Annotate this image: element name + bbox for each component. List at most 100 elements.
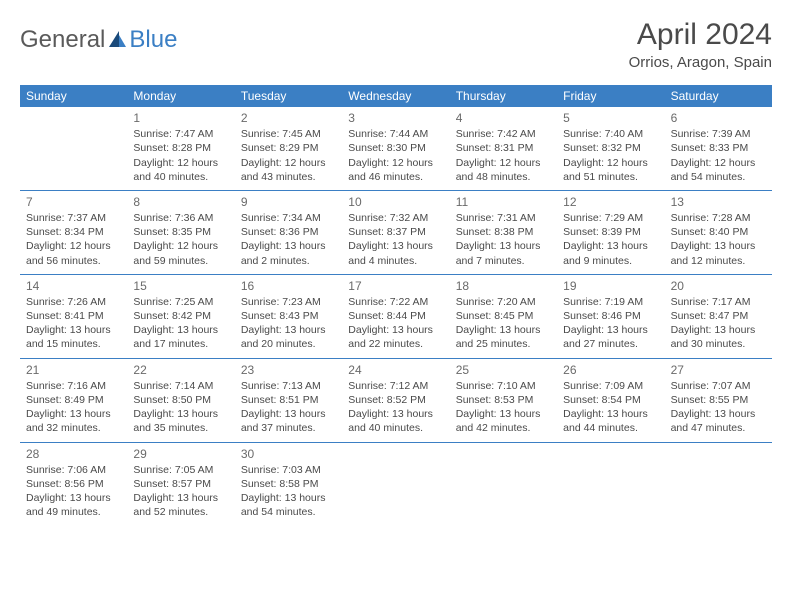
daylight-text: and 17 minutes. (133, 337, 228, 351)
daylight-text: and 27 minutes. (563, 337, 658, 351)
sunrise-text: Sunrise: 7:16 AM (26, 379, 121, 393)
calendar-cell: 26Sunrise: 7:09 AMSunset: 8:54 PMDayligh… (557, 359, 664, 442)
day-header-mon: Monday (127, 85, 234, 107)
daylight-text: Daylight: 13 hours (671, 407, 766, 421)
sunrise-text: Sunrise: 7:23 AM (241, 295, 336, 309)
daylight-text: Daylight: 13 hours (26, 407, 121, 421)
sunrise-text: Sunrise: 7:06 AM (26, 463, 121, 477)
sunset-text: Sunset: 8:52 PM (348, 393, 443, 407)
daylight-text: and 51 minutes. (563, 170, 658, 184)
day-header-fri: Friday (557, 85, 664, 107)
sunrise-text: Sunrise: 7:22 AM (348, 295, 443, 309)
calendar-cell: 4Sunrise: 7:42 AMSunset: 8:31 PMDaylight… (450, 107, 557, 190)
day-number: 12 (563, 194, 658, 210)
day-number: 17 (348, 278, 443, 294)
daylight-text: and 15 minutes. (26, 337, 121, 351)
calendar-cell: 11Sunrise: 7:31 AMSunset: 8:38 PMDayligh… (450, 191, 557, 274)
daylight-text: and 44 minutes. (563, 421, 658, 435)
day-number: 8 (133, 194, 228, 210)
daylight-text: and 2 minutes. (241, 254, 336, 268)
week-row: 1Sunrise: 7:47 AMSunset: 8:28 PMDaylight… (20, 107, 772, 190)
sunrise-text: Sunrise: 7:31 AM (456, 211, 551, 225)
daylight-text: and 56 minutes. (26, 254, 121, 268)
calendar-cell-empty (665, 443, 772, 526)
calendar-cell-empty (450, 443, 557, 526)
daylight-text: Daylight: 12 hours (241, 156, 336, 170)
day-number: 28 (26, 446, 121, 462)
daylight-text: Daylight: 13 hours (563, 239, 658, 253)
sunrise-text: Sunrise: 7:12 AM (348, 379, 443, 393)
day-number: 25 (456, 362, 551, 378)
day-number: 18 (456, 278, 551, 294)
sunrise-text: Sunrise: 7:37 AM (26, 211, 121, 225)
daylight-text: Daylight: 13 hours (241, 491, 336, 505)
calendar-cell: 28Sunrise: 7:06 AMSunset: 8:56 PMDayligh… (20, 443, 127, 526)
day-number: 2 (241, 110, 336, 126)
daylight-text: and 48 minutes. (456, 170, 551, 184)
daylight-text: Daylight: 12 hours (133, 156, 228, 170)
day-header-wed: Wednesday (342, 85, 449, 107)
daylight-text: and 4 minutes. (348, 254, 443, 268)
day-header-row: Sunday Monday Tuesday Wednesday Thursday… (20, 85, 772, 107)
daylight-text: and 25 minutes. (456, 337, 551, 351)
daylight-text: and 59 minutes. (133, 254, 228, 268)
sunset-text: Sunset: 8:44 PM (348, 309, 443, 323)
calendar-cell: 9Sunrise: 7:34 AMSunset: 8:36 PMDaylight… (235, 191, 342, 274)
day-number: 9 (241, 194, 336, 210)
logo-text-general: General (20, 26, 105, 54)
calendar-cell: 19Sunrise: 7:19 AMSunset: 8:46 PMDayligh… (557, 275, 664, 358)
sunrise-text: Sunrise: 7:44 AM (348, 127, 443, 141)
logo-sail-icon (107, 29, 127, 51)
sunset-text: Sunset: 8:56 PM (26, 477, 121, 491)
calendar-cell: 21Sunrise: 7:16 AMSunset: 8:49 PMDayligh… (20, 359, 127, 442)
daylight-text: and 49 minutes. (26, 505, 121, 519)
daylight-text: Daylight: 12 hours (563, 156, 658, 170)
calendar-cell: 18Sunrise: 7:20 AMSunset: 8:45 PMDayligh… (450, 275, 557, 358)
sunrise-text: Sunrise: 7:13 AM (241, 379, 336, 393)
day-number: 21 (26, 362, 121, 378)
day-number: 23 (241, 362, 336, 378)
sunset-text: Sunset: 8:49 PM (26, 393, 121, 407)
calendar-cell: 22Sunrise: 7:14 AMSunset: 8:50 PMDayligh… (127, 359, 234, 442)
sunrise-text: Sunrise: 7:45 AM (241, 127, 336, 141)
day-number: 11 (456, 194, 551, 210)
sunrise-text: Sunrise: 7:47 AM (133, 127, 228, 141)
sunset-text: Sunset: 8:41 PM (26, 309, 121, 323)
day-header-thu: Thursday (450, 85, 557, 107)
daylight-text: and 30 minutes. (671, 337, 766, 351)
daylight-text: Daylight: 13 hours (348, 239, 443, 253)
calendar-cell: 5Sunrise: 7:40 AMSunset: 8:32 PMDaylight… (557, 107, 664, 190)
calendar-cell: 25Sunrise: 7:10 AMSunset: 8:53 PMDayligh… (450, 359, 557, 442)
calendar-cell: 16Sunrise: 7:23 AMSunset: 8:43 PMDayligh… (235, 275, 342, 358)
daylight-text: Daylight: 13 hours (671, 239, 766, 253)
daylight-text: Daylight: 13 hours (133, 323, 228, 337)
title-block: April 2024 Orrios, Aragon, Spain (629, 18, 772, 71)
sunset-text: Sunset: 8:58 PM (241, 477, 336, 491)
sunrise-text: Sunrise: 7:36 AM (133, 211, 228, 225)
daylight-text: and 43 minutes. (241, 170, 336, 184)
sunset-text: Sunset: 8:31 PM (456, 141, 551, 155)
daylight-text: Daylight: 12 hours (26, 239, 121, 253)
daylight-text: Daylight: 13 hours (348, 407, 443, 421)
daylight-text: Daylight: 13 hours (348, 323, 443, 337)
daylight-text: and 37 minutes. (241, 421, 336, 435)
location: Orrios, Aragon, Spain (629, 54, 772, 71)
daylight-text: and 32 minutes. (26, 421, 121, 435)
calendar-cell: 17Sunrise: 7:22 AMSunset: 8:44 PMDayligh… (342, 275, 449, 358)
calendar-cell: 23Sunrise: 7:13 AMSunset: 8:51 PMDayligh… (235, 359, 342, 442)
day-number: 27 (671, 362, 766, 378)
sunset-text: Sunset: 8:30 PM (348, 141, 443, 155)
sunset-text: Sunset: 8:50 PM (133, 393, 228, 407)
daylight-text: Daylight: 13 hours (133, 407, 228, 421)
sunrise-text: Sunrise: 7:19 AM (563, 295, 658, 309)
day-number: 16 (241, 278, 336, 294)
week-row: 7Sunrise: 7:37 AMSunset: 8:34 PMDaylight… (20, 190, 772, 274)
weeks-container: 1Sunrise: 7:47 AMSunset: 8:28 PMDaylight… (20, 107, 772, 525)
daylight-text: and 46 minutes. (348, 170, 443, 184)
sunset-text: Sunset: 8:35 PM (133, 225, 228, 239)
daylight-text: and 9 minutes. (563, 254, 658, 268)
sunrise-text: Sunrise: 7:20 AM (456, 295, 551, 309)
calendar-cell: 13Sunrise: 7:28 AMSunset: 8:40 PMDayligh… (665, 191, 772, 274)
day-number: 13 (671, 194, 766, 210)
daylight-text: and 54 minutes. (241, 505, 336, 519)
